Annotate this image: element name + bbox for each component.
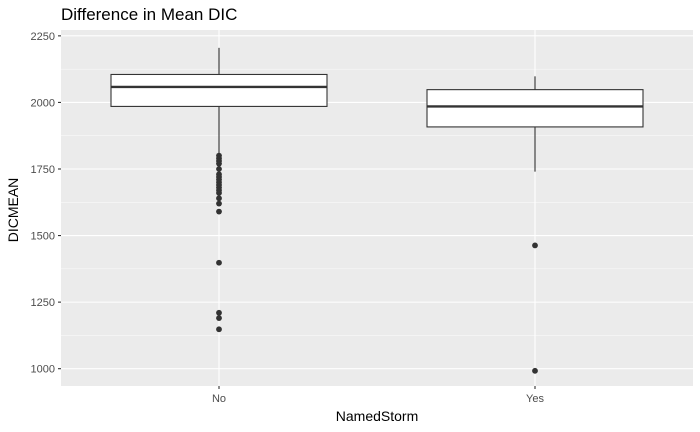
box-iqr bbox=[426, 89, 644, 128]
chart-title: Difference in Mean DIC bbox=[61, 5, 237, 24]
x-tick-label: No bbox=[212, 393, 226, 405]
outlier-point bbox=[216, 259, 222, 266]
outlier-point bbox=[216, 190, 222, 196]
outlier-point bbox=[216, 326, 222, 333]
outlier-point bbox=[216, 195, 222, 202]
outlier-point bbox=[532, 367, 538, 374]
y-tick-label: 2000 bbox=[31, 97, 55, 109]
outlier-point bbox=[216, 200, 222, 207]
y-axis-title: DICMEAN bbox=[5, 178, 21, 243]
outlier-point bbox=[216, 160, 222, 167]
box-no bbox=[110, 47, 328, 333]
outlier-point bbox=[216, 166, 222, 172]
y-tick-label: 1500 bbox=[31, 231, 55, 243]
y-tick-label: 1000 bbox=[31, 364, 55, 376]
x-axis: No Yes bbox=[212, 386, 544, 405]
outlier-point bbox=[216, 309, 222, 316]
y-tick-label: 1250 bbox=[31, 297, 55, 309]
minor-gridlines bbox=[61, 68, 693, 336]
outlier-point bbox=[532, 242, 538, 249]
box-yes bbox=[426, 76, 644, 374]
y-axis: 1000 1250 1500 1750 2000 2250 bbox=[31, 31, 61, 376]
y-tick-label: 2250 bbox=[31, 31, 55, 43]
outlier-point bbox=[216, 208, 222, 215]
box-iqr bbox=[110, 73, 328, 107]
x-axis-title: NamedStorm bbox=[336, 408, 418, 424]
outlier-point bbox=[216, 315, 222, 322]
y-tick-label: 1750 bbox=[31, 164, 55, 176]
x-tick-label: Yes bbox=[526, 393, 544, 405]
box-series bbox=[110, 47, 644, 374]
